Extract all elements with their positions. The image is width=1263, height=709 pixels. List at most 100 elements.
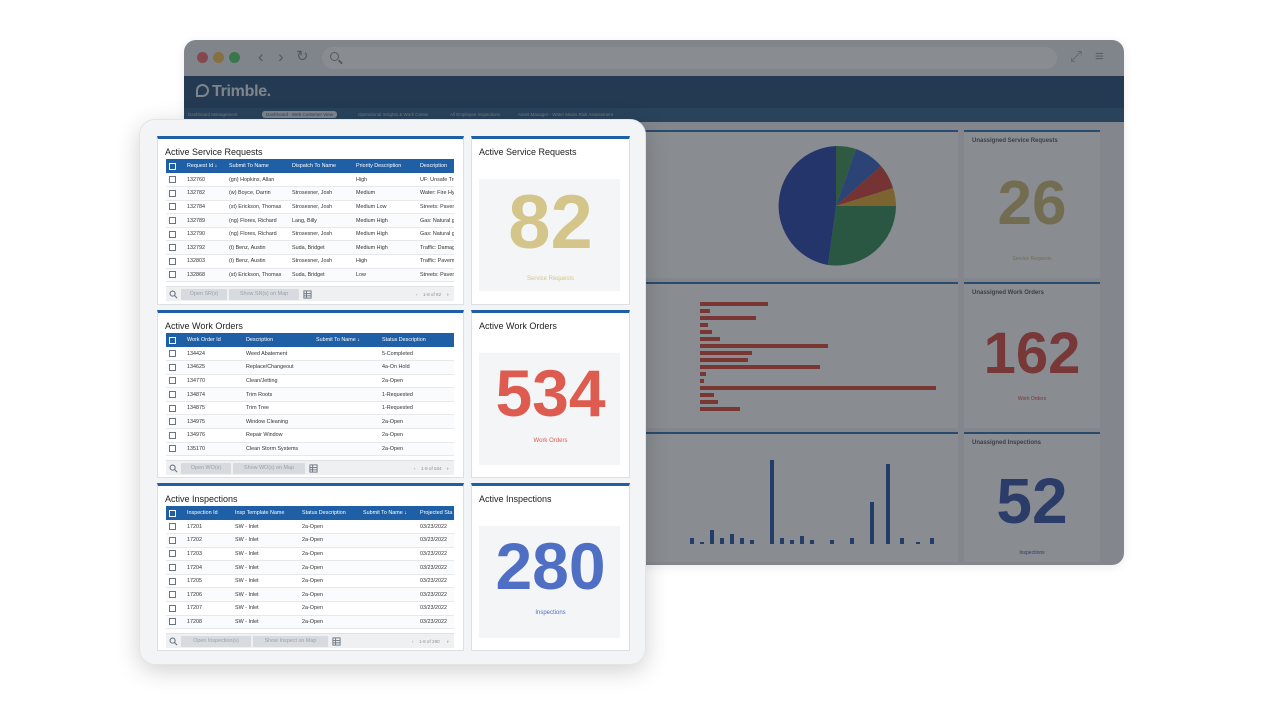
- row-checkbox[interactable]: [166, 601, 184, 616]
- table-row[interactable]: 17201 SW - Inlet 2a-Open 03/23/2022: [166, 520, 454, 535]
- column-header[interactable]: Submit To Name ↓: [313, 333, 379, 347]
- row-checkbox[interactable]: [166, 254, 184, 269]
- row-checkbox[interactable]: [166, 200, 184, 215]
- next-page-icon[interactable]: ›: [447, 466, 449, 471]
- row-checkbox[interactable]: [166, 213, 184, 228]
- prev-page-icon[interactable]: ‹: [412, 639, 414, 644]
- next-page-icon[interactable]: ›: [447, 639, 449, 644]
- table-row[interactable]: 132868 (st) Erickson, Thomas Suda, Bridget…: [166, 268, 454, 283]
- show-inspect-on-map-button[interactable]: Show Inspect on Map: [253, 636, 328, 647]
- table-row[interactable]: 134625 Replace/Changeout 4a-On Hold: [166, 360, 454, 375]
- tab-all-employee-inspections[interactable]: All Employee Inspections: [450, 112, 501, 117]
- next-page-icon[interactable]: ›: [447, 292, 449, 297]
- row-checkbox[interactable]: [166, 414, 184, 430]
- column-header[interactable]: Status Description: [379, 333, 454, 347]
- table-row[interactable]: 134874 Trim Roots 1-Requested: [166, 387, 454, 402]
- row-checkbox[interactable]: [166, 401, 184, 416]
- select-all-checkbox[interactable]: [166, 506, 184, 520]
- column-header[interactable]: Description: [417, 159, 454, 173]
- tab-operational-insights[interactable]: Operational Insights & Work Center: [358, 112, 429, 117]
- table-row[interactable]: 135170 Clean Storm Systems 2a-Open: [166, 442, 454, 457]
- grid-icon[interactable]: [309, 464, 318, 473]
- open-inspection-button[interactable]: Open Inspection(s): [181, 636, 251, 647]
- row-checkbox[interactable]: [166, 268, 184, 283]
- table-cell: 2a-Open: [299, 533, 360, 548]
- search-icon[interactable]: [169, 464, 178, 473]
- table-row[interactable]: 17202 SW - Inlet 2a-Open 03/23/2022: [166, 533, 454, 548]
- grid-icon[interactable]: [303, 290, 312, 299]
- table-row[interactable]: 132760 (gn) Hopkins, Allan High UF: Unsafe …: [166, 173, 454, 188]
- search-icon[interactable]: [169, 290, 178, 299]
- row-checkbox[interactable]: [166, 374, 184, 389]
- table-row[interactable]: 134976 Repair Window 2a-Open: [166, 428, 454, 443]
- column-header[interactable]: Projected Sta: [417, 506, 454, 520]
- row-checkbox[interactable]: [166, 360, 184, 375]
- row-checkbox[interactable]: [166, 387, 184, 402]
- table-row[interactable]: 132790 (ng) Flores, Richard Strosesner, Jo…: [166, 227, 454, 242]
- prev-page-icon[interactable]: ‹: [414, 466, 416, 471]
- row-checkbox[interactable]: [166, 428, 184, 443]
- back-icon[interactable]: ‹: [258, 47, 264, 66]
- menu-icon[interactable]: ≡: [1095, 48, 1104, 65]
- tab-dashboard-management[interactable]: Dashboard Management: [188, 112, 238, 117]
- select-all-checkbox[interactable]: [166, 333, 184, 347]
- expand-icon[interactable]: ⤢: [1070, 48, 1083, 65]
- table-row[interactable]: 134875 Trim Tree 1-Requested: [166, 401, 454, 416]
- row-checkbox[interactable]: [166, 442, 184, 457]
- close-window-dot[interactable]: [197, 52, 208, 63]
- row-checkbox[interactable]: [166, 547, 184, 562]
- prev-page-icon[interactable]: ‹: [416, 292, 418, 297]
- column-header[interactable]: Insp Template Name: [232, 506, 299, 520]
- row-checkbox[interactable]: [166, 615, 184, 630]
- column-header[interactable]: Dispatch To Name: [289, 159, 353, 173]
- table-row[interactable]: 17206 SW - Inlet 2a-Open 03/23/2022: [166, 587, 454, 603]
- search-icon[interactable]: [169, 637, 178, 646]
- table-row[interactable]: 132784 (st) Erickson, Thomas Strosesner, J…: [166, 200, 454, 215]
- tab-web-customer-view[interactable]: Dashboard - Web Customer View: [262, 111, 337, 118]
- column-header[interactable]: Submit To Name ↓: [360, 506, 417, 520]
- table-row[interactable]: 17204 SW - Inlet 2a-Open 03/23/2022: [166, 560, 454, 575]
- column-header[interactable]: Submit To Name: [226, 159, 289, 173]
- row-checkbox[interactable]: [166, 520, 184, 535]
- row-checkbox[interactable]: [166, 186, 184, 201]
- column-header[interactable]: Description: [243, 333, 313, 347]
- table-row[interactable]: 132789 (ng) Flores, Richard Lang, Billy Med…: [166, 213, 454, 228]
- open-wo-button[interactable]: Open WO(s): [181, 463, 231, 474]
- table-row[interactable]: 134424 Weed Abatement 5-Completed: [166, 347, 454, 362]
- row-checkbox[interactable]: [166, 574, 184, 589]
- address-bar[interactable]: [322, 47, 1057, 69]
- reload-icon[interactable]: ↻: [296, 48, 309, 65]
- column-header[interactable]: Inspection Id: [184, 506, 232, 520]
- table-row[interactable]: 132792 (t) Benz, Austin Suda, Bridget Mediu…: [166, 240, 454, 256]
- minimize-window-dot[interactable]: [213, 52, 224, 63]
- row-checkbox[interactable]: [166, 227, 184, 242]
- table-row[interactable]: 17205 SW - Inlet 2a-Open 03/23/2022: [166, 574, 454, 589]
- tab-asset-manager[interactable]: Asset Manager - Water Mains Risk Assessm…: [518, 112, 613, 117]
- table-row[interactable]: 134975 Window Cleaning 2a-Open: [166, 414, 454, 430]
- table-row[interactable]: 132782 (w) Boyce, Darrin Strosesner, Josh M…: [166, 186, 454, 201]
- column-header[interactable]: Work Order Id: [184, 333, 243, 347]
- inspections-kpi-title: Active Inspections: [479, 494, 552, 504]
- show-wo-on-map-button[interactable]: Show WO(s) on Map: [233, 463, 305, 474]
- table-row[interactable]: 17203 SW - Inlet 2a-Open 03/23/2022: [166, 547, 454, 562]
- table-cell: 132760: [184, 173, 226, 188]
- select-all-checkbox[interactable]: [166, 159, 184, 173]
- column-header[interactable]: Priority Description: [353, 159, 417, 173]
- row-checkbox[interactable]: [166, 347, 184, 362]
- row-checkbox[interactable]: [166, 587, 184, 603]
- table-row[interactable]: 134770 Clean/Jetting 2a-Open: [166, 374, 454, 389]
- table-row[interactable]: 17207 SW - Inlet 2a-Open 03/23/2022: [166, 601, 454, 616]
- column-header[interactable]: Status Description: [299, 506, 360, 520]
- open-sr-button[interactable]: Open SR(s): [181, 289, 227, 300]
- row-checkbox[interactable]: [166, 173, 184, 188]
- forward-icon[interactable]: ›: [278, 47, 284, 66]
- maximize-window-dot[interactable]: [229, 52, 240, 63]
- column-header[interactable]: Request Id ↓: [184, 159, 226, 173]
- row-checkbox[interactable]: [166, 560, 184, 575]
- table-row[interactable]: 132803 (t) Benz, Austin Strosesner, Josh Hi…: [166, 254, 454, 269]
- grid-icon[interactable]: [332, 637, 341, 646]
- show-sr-on-map-button[interactable]: Show SR(s) on Map: [229, 289, 299, 300]
- table-row[interactable]: 17208 SW - Inlet 2a-Open 03/23/2022: [166, 615, 454, 630]
- row-checkbox[interactable]: [166, 240, 184, 256]
- row-checkbox[interactable]: [166, 533, 184, 548]
